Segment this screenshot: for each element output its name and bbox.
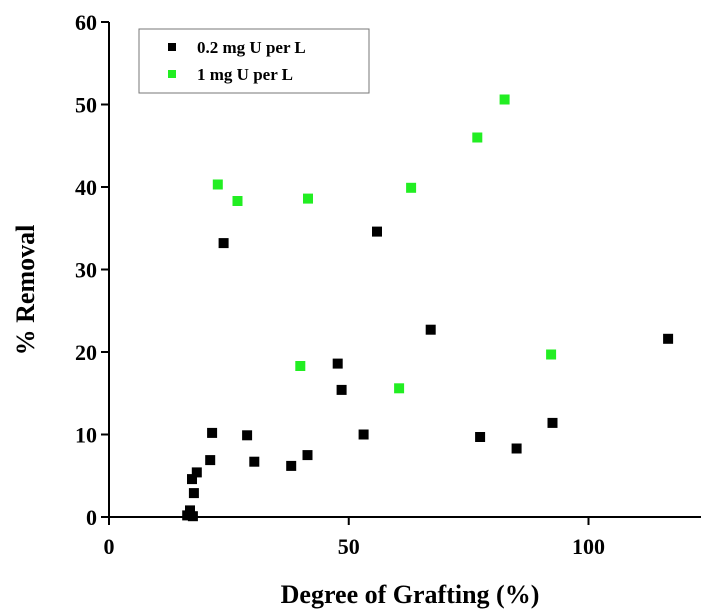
data-point-series-1 [475, 432, 486, 442]
legend-marker-series-2 [168, 70, 176, 78]
data-point-series-1 [425, 324, 436, 335]
x-tick-label: 0 [104, 534, 115, 559]
data-point-series-1 [511, 443, 522, 454]
y-tick-label: 0 [86, 505, 97, 530]
data-point-series-1 [207, 427, 218, 438]
data-point-series-1 [191, 467, 202, 478]
data-point-series-1 [242, 430, 253, 441]
data-point-series-1 [302, 450, 313, 461]
data-point-series-1 [358, 429, 369, 440]
legend-label-series-2: 1 mg U per L [197, 65, 293, 84]
data-point-series-2 [406, 182, 417, 193]
data-point-series-1 [336, 384, 347, 395]
data-point-series-1 [332, 358, 343, 369]
y-tick-label: 30 [75, 258, 97, 283]
y-tick-label: 20 [75, 340, 97, 365]
y-tick-label: 10 [75, 423, 97, 448]
x-axis-ticks: 0 50 100 [104, 517, 605, 559]
data-point-series-1 [188, 488, 199, 499]
y-axis-ticks: 0 10 20 30 40 50 60 [75, 10, 109, 530]
y-tick-label: 40 [75, 175, 97, 200]
data-points [182, 94, 674, 522]
legend: 0.2 mg U per L 1 mg U per L [138, 28, 370, 94]
data-point-series-1 [249, 456, 260, 467]
y-tick-label: 50 [75, 93, 97, 118]
y-axis-title: % Removal [11, 225, 40, 356]
data-point-series-1 [547, 417, 558, 428]
data-point-series-2 [472, 132, 483, 143]
data-point-series-1 [218, 238, 229, 249]
data-point-series-1 [286, 460, 297, 471]
data-point-series-2 [212, 179, 223, 190]
data-point-series-2 [546, 349, 557, 360]
data-point-series-2 [232, 196, 243, 206]
x-axis-title: Degree of Grafting (%) [281, 580, 540, 609]
data-point-series-2 [499, 94, 510, 105]
data-point-series-1 [205, 455, 216, 466]
legend-label-series-1: 0.2 mg U per L [197, 38, 306, 57]
data-point-series-2 [303, 193, 313, 204]
y-tick-label: 60 [75, 10, 97, 35]
data-point-series-2 [394, 383, 405, 394]
data-point-series-1 [187, 474, 197, 485]
data-point-series-2 [295, 361, 306, 371]
legend-box [138, 28, 370, 94]
data-point-series-1 [185, 505, 195, 516]
legend-marker-series-1 [168, 43, 176, 51]
data-point-series-1 [372, 226, 382, 237]
data-point-series-1 [663, 333, 674, 344]
x-tick-label: 50 [338, 534, 360, 559]
x-tick-label: 100 [572, 534, 605, 559]
